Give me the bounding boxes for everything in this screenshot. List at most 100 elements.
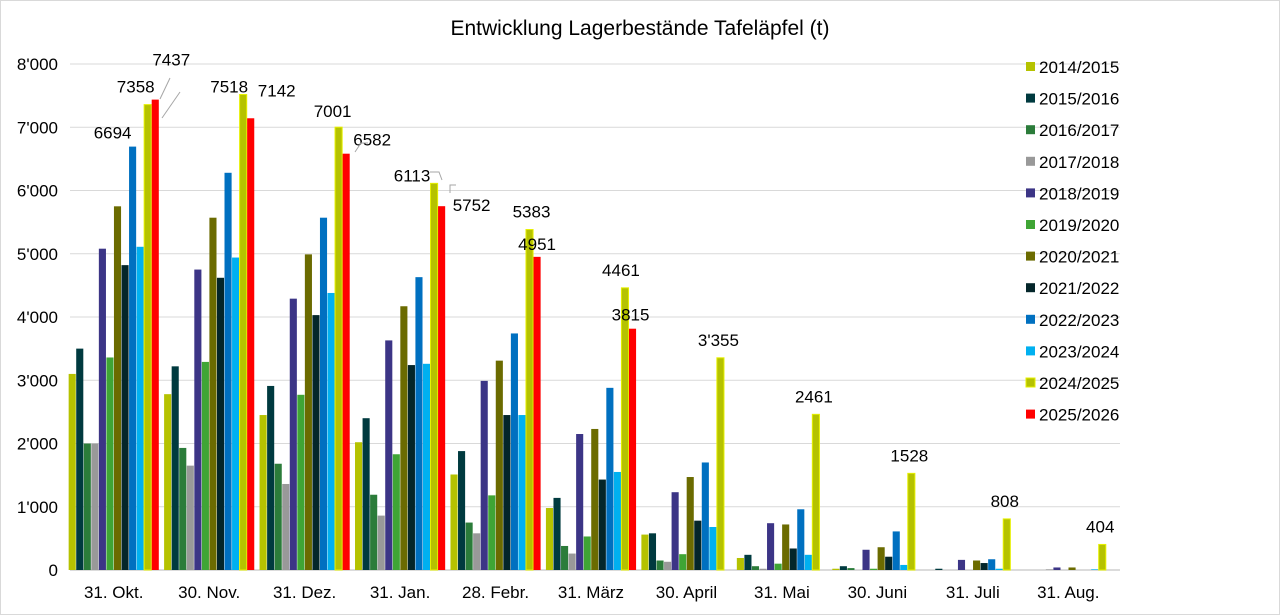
bar (701, 462, 709, 570)
bar (648, 533, 657, 570)
bar (304, 254, 312, 570)
bar (319, 217, 328, 570)
x-tick-label: 31. Juli (946, 583, 1000, 602)
bar (641, 534, 649, 570)
bar (186, 465, 194, 570)
bar (392, 454, 400, 570)
x-tick-label: 30. April (656, 583, 717, 602)
bar (716, 357, 725, 571)
bar (892, 531, 900, 570)
bar (694, 520, 702, 570)
data-label: 6582 (353, 131, 391, 150)
x-tick-label: 31. März (558, 583, 624, 602)
bar (804, 554, 812, 570)
data-label: 808 (991, 492, 1019, 511)
bar (900, 564, 908, 570)
bar (297, 394, 305, 570)
bar (686, 477, 694, 570)
bar (224, 172, 232, 571)
bar (129, 146, 137, 571)
bar (885, 556, 893, 570)
bar (121, 265, 129, 570)
bar (430, 182, 439, 571)
bar (407, 365, 415, 570)
bar (91, 443, 99, 570)
y-tick-label: 3'000 (17, 371, 58, 390)
bar (533, 256, 541, 570)
bar (450, 474, 458, 570)
legend-swatch (1026, 93, 1035, 103)
bar (362, 418, 370, 570)
bar (267, 385, 275, 570)
data-label: 3815 (612, 306, 650, 325)
bar (736, 557, 744, 570)
bar (870, 568, 878, 570)
leader-line (161, 91, 181, 119)
bar (576, 434, 584, 570)
data-label: 5752 (453, 196, 491, 215)
leader-line (159, 77, 171, 100)
legend-swatch (1026, 409, 1035, 419)
bar (136, 246, 144, 571)
leader-line (430, 171, 443, 181)
bar (143, 104, 152, 571)
bar (179, 447, 187, 570)
legend-swatch (1026, 62, 1035, 71)
bar (209, 217, 217, 570)
bar (591, 428, 599, 570)
bar (1002, 518, 1011, 571)
bar (877, 547, 885, 570)
bar (98, 248, 106, 570)
bar (201, 361, 209, 570)
bar (751, 566, 760, 570)
y-tick-label: 2'000 (17, 435, 58, 454)
bar (370, 494, 378, 570)
bar (510, 333, 518, 570)
bar (782, 524, 790, 570)
bar (495, 360, 503, 570)
bar (377, 515, 385, 570)
data-label: 7142 (258, 81, 296, 100)
legend-swatch (1026, 156, 1035, 166)
bar (980, 563, 988, 570)
data-label: 7001 (314, 102, 352, 121)
legend-label: 2024/2025 (1039, 374, 1119, 393)
bar (679, 554, 687, 570)
bar (995, 568, 1003, 570)
bar (613, 471, 621, 570)
bar (164, 394, 172, 570)
x-tick-label: 31. Okt. (84, 583, 144, 602)
leader-line (354, 142, 368, 153)
bar (68, 373, 76, 570)
legend-swatch (1026, 220, 1035, 229)
bar (458, 451, 466, 570)
bar (342, 153, 350, 570)
bar (106, 357, 114, 570)
legend-label: 2014/2015 (1039, 58, 1119, 77)
legend-swatch (1026, 251, 1035, 261)
bar (973, 560, 981, 570)
bar (518, 415, 526, 570)
bar (759, 568, 767, 570)
bar (83, 443, 91, 570)
bar (282, 483, 290, 570)
y-tick-label: 8'000 (17, 55, 58, 74)
data-label: 7358 (117, 78, 155, 97)
bar (171, 366, 179, 570)
bar (503, 415, 511, 570)
data-label: 404 (1086, 517, 1114, 536)
bar (664, 561, 672, 570)
bar (744, 554, 752, 570)
bar (415, 277, 423, 570)
bar (76, 348, 84, 570)
bar (988, 559, 996, 570)
legend-label: 2016/2017 (1039, 121, 1119, 140)
legend-label: 2025/2026 (1039, 406, 1119, 425)
bar (216, 277, 225, 570)
legend-swatch (1026, 188, 1035, 198)
bar (907, 472, 916, 571)
leader-line (449, 184, 456, 193)
legend-label: 2022/2023 (1039, 311, 1119, 330)
bar (465, 522, 473, 570)
